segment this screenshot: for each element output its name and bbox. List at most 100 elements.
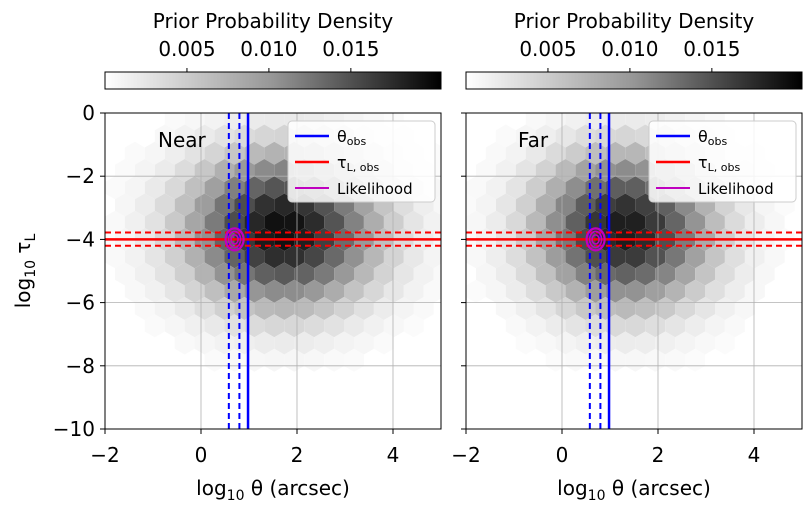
hex-bin (144, 210, 165, 234)
hex-bin (545, 279, 566, 303)
legend-likelihood-label: Likelihood (337, 180, 413, 198)
hex-bin (565, 279, 586, 303)
hex-bin (665, 314, 686, 338)
hex-bin (174, 262, 195, 286)
likelihood-contour (224, 227, 245, 252)
hex-bin (605, 210, 626, 234)
hex-bin (334, 262, 354, 286)
hex-bin (383, 279, 404, 303)
hex-bin (754, 262, 775, 286)
hex-bin (244, 279, 265, 303)
hex-bin (744, 279, 765, 303)
hex-bin (625, 141, 646, 165)
hex-bin (433, 195, 441, 216)
hex-bin (485, 279, 506, 303)
hex-bin (505, 141, 526, 165)
colorbar-far (465, 71, 803, 90)
hex-bin (164, 279, 185, 303)
hex-bin (505, 245, 526, 269)
hex-bin (605, 176, 626, 200)
hex-bin (254, 90, 274, 113)
x-tick-label: 2 (291, 443, 304, 467)
hex-bin (324, 245, 344, 269)
hex-bin (715, 331, 735, 355)
hex-bin (525, 314, 546, 338)
hex-bin (204, 245, 225, 269)
hex-bin (314, 90, 334, 113)
hex-bin (304, 210, 325, 234)
hex-bin (685, 245, 705, 269)
hex-bin (254, 262, 275, 286)
hex-bin (535, 124, 556, 148)
hex-bin (433, 264, 441, 285)
hex-bin (565, 141, 586, 165)
hex-bin (495, 193, 516, 217)
hex-bin (184, 314, 205, 338)
hex-bin (476, 193, 496, 217)
hex-bin (144, 141, 165, 165)
hex-bin (705, 314, 725, 338)
hex-bin (344, 210, 364, 234)
hex-bin (363, 314, 384, 338)
hex-bin (525, 113, 546, 131)
hex-bin (164, 176, 185, 200)
hex-bin (254, 124, 275, 148)
hex-bin (625, 210, 646, 234)
hex-bin (685, 279, 705, 303)
hex-bin (195, 90, 215, 113)
hex-bin (264, 113, 285, 131)
panel-label-near: Near (158, 128, 207, 152)
hex-bin (383, 245, 404, 269)
hex-bin (274, 90, 294, 113)
hex-bin (495, 262, 516, 286)
hex-bin (595, 193, 616, 217)
hex-bin (204, 141, 225, 165)
hex-bin (535, 262, 556, 286)
hex-bin (254, 331, 275, 355)
hex-bin (264, 245, 285, 269)
hex-bin (274, 262, 295, 286)
y-tick-label: 0 (82, 101, 95, 125)
hex-bin (585, 245, 606, 269)
hex-bin (304, 245, 325, 269)
hex-bin (685, 314, 705, 338)
colorbar-tick-label: 0.005 (519, 37, 576, 61)
hex-bin (485, 141, 506, 165)
hex-bin (373, 331, 394, 355)
hex-bin (655, 262, 676, 286)
hex-bin (485, 245, 506, 269)
hex-bin (324, 279, 344, 303)
colorbar-tick-label: 0.010 (240, 37, 297, 61)
hex-bin (194, 262, 215, 286)
hex-bin (174, 193, 195, 217)
hex-bin (565, 314, 586, 338)
hex-bin (744, 245, 765, 269)
hex-bin (144, 279, 165, 303)
hex-bin (284, 314, 305, 338)
hex-bin (525, 279, 546, 303)
hex-bin (545, 210, 566, 234)
legend-theta-label: θobs (337, 127, 367, 148)
hex-bin (264, 279, 285, 303)
hex-bin (615, 193, 636, 217)
hex-bin (423, 245, 441, 269)
hex-bin (115, 193, 135, 217)
hex-bin (264, 210, 285, 234)
hex-bin (525, 176, 546, 200)
legend-theta-label: θobs (698, 127, 728, 148)
hex-bin (724, 245, 745, 269)
hex-bin (724, 210, 745, 234)
hex-bin (214, 124, 235, 148)
hex-bin (383, 314, 404, 338)
hex-bin (224, 245, 245, 269)
likelihood-contour (227, 230, 242, 249)
hex-bin (505, 279, 526, 303)
hex-bin (144, 245, 165, 269)
x-tick-label: −2 (90, 443, 119, 467)
hex-bin (705, 210, 725, 234)
hex-bin (423, 210, 441, 234)
hex-bin (363, 279, 384, 303)
hex-bin (244, 176, 265, 200)
hex-bin (344, 245, 364, 269)
y-axis-label: log10 τL (11, 234, 39, 309)
